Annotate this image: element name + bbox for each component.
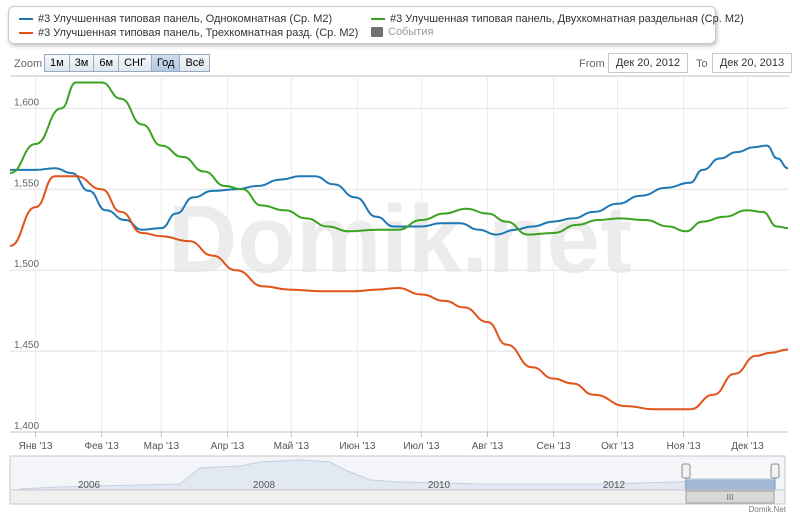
y-tick-label: 1,550 — [14, 178, 39, 189]
y-tick-label: 1,500 — [14, 259, 39, 270]
series-color-swatch — [19, 18, 33, 20]
x-tick-label: Июн '13 — [339, 441, 375, 452]
x-tick-label: Авг '13 — [472, 441, 504, 452]
legend-label: #3 Улучшенная типовая панель, Трехкомнат… — [38, 27, 359, 39]
x-tick-label: Окт '13 — [601, 441, 634, 452]
x-tick-label: Май '13 — [274, 441, 310, 452]
zoom-3m-button[interactable]: 3м — [68, 54, 95, 72]
zoom-1m-button[interactable]: 1м — [44, 54, 70, 72]
legend-item-events[interactable]: События — [371, 26, 433, 38]
navigator-year-label: 2012 — [603, 480, 626, 491]
y-tick-label: 1,600 — [14, 97, 39, 108]
zoom-all-button[interactable]: Всё — [179, 54, 211, 72]
from-date-input[interactable]: Дек 20, 2012 — [608, 53, 688, 73]
series-line-2[interactable] — [9, 175, 789, 411]
x-tick-label: Июл '13 — [403, 441, 440, 452]
zoom-1y-button[interactable]: Год — [150, 54, 181, 72]
from-label: From — [579, 58, 605, 70]
zoom-buttons: 1м 3м 6м СНГ Год Всё — [44, 54, 211, 72]
series-color-swatch — [19, 32, 33, 34]
credit: Domik.Net — [749, 505, 787, 514]
x-tick-label: Янв '13 — [19, 441, 53, 452]
legend-item-two-room[interactable]: #3 Улучшенная типовая панель, Двухкомнат… — [371, 13, 744, 25]
x-tick-label: Дек '13 — [731, 441, 764, 452]
grid — [10, 76, 788, 433]
navigator-selected-range[interactable] — [685, 478, 776, 500]
navigator-mask — [686, 460, 775, 480]
x-axis: Янв '13 Фев '13 Мар '13 Апр '13 Май '13 Июн '… — [10, 431, 788, 452]
watermark: Domik.net — [168, 186, 632, 293]
to-date-input[interactable]: Дек 20, 2013 — [712, 53, 792, 73]
x-tick-label: Фев '13 — [85, 441, 120, 452]
legend-item-three-room[interactable]: #3 Улучшенная типовая панель, Трехкомнат… — [19, 27, 358, 39]
zoom-ytd-button[interactable]: СНГ — [118, 54, 152, 72]
zoom-label: Zoom — [14, 58, 43, 70]
x-tick-label: Ноя '13 — [667, 441, 701, 452]
navigator-year-label: 2006 — [78, 480, 101, 491]
scrollbar-grip-icon: III — [727, 493, 734, 502]
x-tick-label: Мар '13 — [144, 441, 180, 452]
navigator-left-handle[interactable] — [681, 463, 691, 479]
x-tick-label: Сен '13 — [536, 441, 571, 452]
navigator-background — [9, 455, 786, 501]
legend-label: События — [388, 26, 434, 38]
series-lines — [9, 81, 789, 411]
series-line-0[interactable] — [10, 144, 789, 236]
y-tick-label: 1,400 — [14, 421, 39, 432]
legend-label: #3 Улучшенная типовая панель, Двухкомнат… — [390, 13, 744, 25]
scrollbar-thumb[interactable] — [685, 490, 775, 504]
y-tick-label: 1,450 — [14, 340, 39, 351]
navigator-area — [19, 459, 686, 501]
navigator-year-label: 2010 — [428, 480, 451, 491]
legend-label: #3 Улучшенная типовая панель, Однокомнат… — [38, 13, 333, 25]
navigator: 2006 2008 2010 2012 III Domik.Net — [9, 455, 787, 514]
series-color-swatch — [371, 18, 385, 20]
legend-item-one-room[interactable]: #3 Улучшенная типовая панель, Однокомнат… — [19, 13, 332, 25]
zoom-6m-button[interactable]: 6м — [93, 54, 120, 72]
legend: #3 Улучшенная типовая панель, Однокомнат… — [8, 6, 744, 44]
y-axis: 1,400 1,450 1,500 1,550 1,600 — [14, 97, 39, 432]
navigator-year-label: 2008 — [253, 480, 276, 491]
events-swatch — [371, 27, 383, 37]
series-line-1[interactable] — [9, 81, 789, 236]
scrollbar-track[interactable] — [9, 489, 786, 505]
x-tick-label: Апр '13 — [211, 441, 245, 452]
navigator-right-handle[interactable] — [770, 463, 780, 479]
to-label: To — [696, 58, 708, 70]
